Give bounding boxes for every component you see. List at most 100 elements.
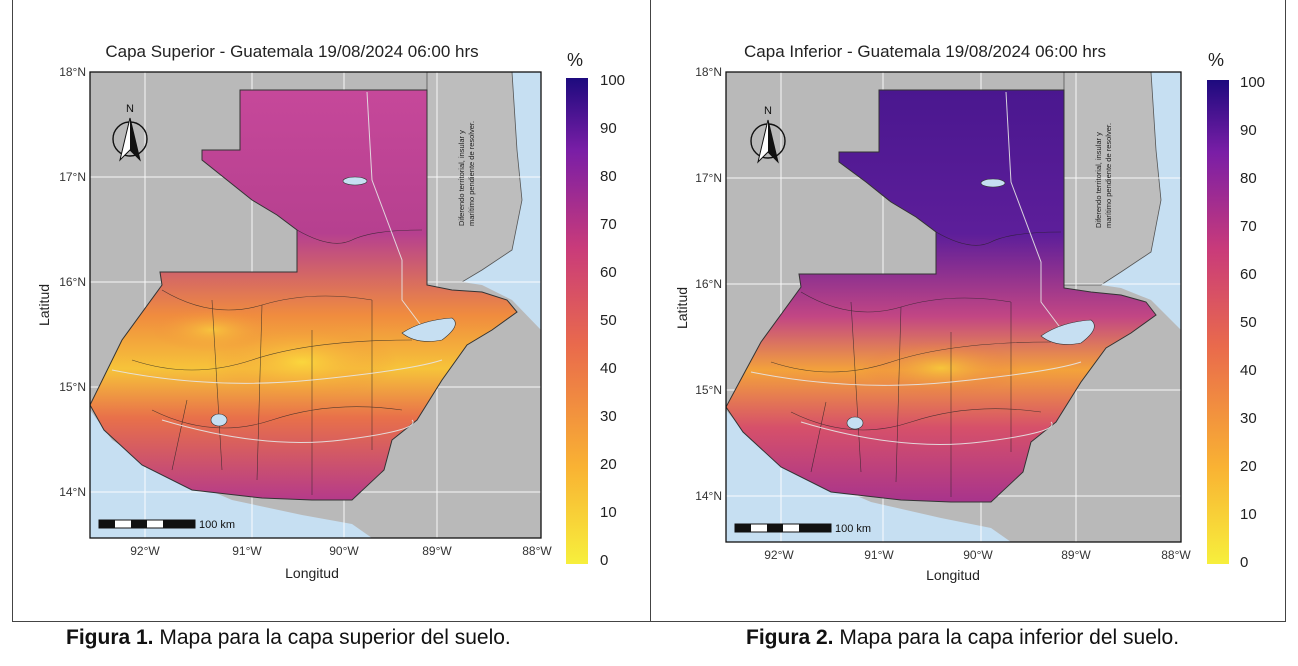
svg-text:70: 70	[1240, 218, 1257, 235]
scale-label: 100 km	[199, 519, 235, 531]
belize-note: Diferendo territorial, insular y marítim…	[457, 121, 476, 226]
svg-text:80: 80	[600, 168, 617, 185]
svg-text:40: 40	[600, 360, 617, 377]
pacific-ocean	[726, 410, 1011, 542]
north-label: N	[764, 105, 772, 117]
caption-label: Figura 2.	[746, 626, 834, 649]
legend-colorbar	[1207, 80, 1229, 564]
map-title-upper: Capa Superior - Guatemala 19/08/2024 06:…	[105, 42, 479, 61]
legend-colorbar	[566, 78, 588, 564]
caption-text: Mapa para la capa inferior del suelo.	[833, 626, 1180, 649]
map-title-lower: Capa Inferior - Guatemala 19/08/2024 06:…	[744, 42, 1106, 61]
legend-unit: %	[567, 50, 584, 70]
scale-bar: 100 km	[734, 523, 871, 535]
map-panel-lower: N Diferendo territorial, insular y marít…	[651, 0, 1289, 622]
svg-text:50: 50	[600, 312, 617, 329]
svg-text:89°W: 89°W	[1061, 548, 1091, 562]
svg-text:100: 100	[1240, 74, 1265, 91]
x-axis-title: Longitud	[926, 567, 980, 583]
lake-atitlan	[210, 413, 228, 427]
y-axis-title: Latitud	[674, 287, 690, 329]
lon-axis: 92°W 91°W 90°W 89°W 88°W	[764, 548, 1191, 562]
y-axis-title: Latitud	[36, 284, 52, 326]
north-arrow: N	[750, 105, 786, 164]
map-area-upper: N Diferendo territorial, insular y marít…	[90, 72, 541, 538]
lake-izabal	[401, 317, 456, 342]
map-lower: N Diferendo territorial, insular y marít…	[674, 65, 1265, 583]
legend-unit: %	[1208, 50, 1225, 70]
svg-text:20: 20	[1240, 458, 1257, 475]
svg-text:80: 80	[1240, 170, 1257, 187]
svg-text:88°W: 88°W	[1161, 548, 1191, 562]
north-label: N	[126, 103, 134, 115]
svg-text:10: 10	[600, 504, 617, 521]
svg-text:30: 30	[1240, 410, 1257, 427]
pacific-ocean	[90, 410, 372, 538]
color-legend: 100 90 80 70 60 50 40 30 20 10 0	[566, 72, 625, 569]
svg-text:40: 40	[1240, 362, 1257, 379]
svg-text:60: 60	[600, 264, 617, 281]
svg-text:14°N: 14°N	[59, 485, 86, 499]
map-area-lower: N Diferendo territorial, insular y marít…	[726, 72, 1181, 542]
color-legend: 100 90 80 70 60 50 40 30 20 10 0	[1207, 74, 1265, 571]
lake-izabal	[1040, 319, 1095, 345]
lake-atitlan	[846, 416, 864, 430]
svg-text:marítimo pendiente de resolver: marítimo pendiente de resolver.	[467, 121, 476, 226]
caption-label: Figura 1.	[66, 626, 154, 649]
scale-label: 100 km	[835, 523, 871, 535]
belize-note: Diferendo territorial, insular y marítim…	[1094, 123, 1113, 228]
x-axis-title: Longitud	[285, 565, 339, 581]
svg-text:70: 70	[600, 216, 617, 233]
svg-text:16°N: 16°N	[695, 277, 722, 291]
map-upper: N Diferendo territorial, insular y marít…	[36, 65, 625, 581]
svg-text:18°N: 18°N	[59, 65, 86, 79]
svg-text:90: 90	[1240, 122, 1257, 139]
map-border	[89, 71, 542, 539]
caption-figure-1: Figura 1. Mapa para la capa superior del…	[66, 626, 511, 650]
lat-axis: 18°N 17°N 16°N 15°N 14°N	[695, 65, 722, 503]
svg-text:88°W: 88°W	[522, 544, 552, 558]
svg-text:20: 20	[600, 456, 617, 473]
caribbean-sea	[462, 72, 541, 330]
svg-text:60: 60	[1240, 266, 1257, 283]
lake-peten-itza	[980, 178, 1006, 188]
svg-text:17°N: 17°N	[59, 170, 86, 184]
guatemala-soil-moisture	[90, 89, 518, 501]
svg-text:16°N: 16°N	[59, 275, 86, 289]
guatemala-soil-moisture	[726, 89, 1157, 503]
svg-text:91°W: 91°W	[864, 548, 894, 562]
svg-text:10: 10	[1240, 506, 1257, 523]
dry-zone	[861, 340, 1021, 396]
figure-frame	[12, 0, 1286, 622]
svg-text:91°W: 91°W	[232, 544, 262, 558]
svg-text:0: 0	[600, 552, 608, 569]
svg-text:30: 30	[600, 408, 617, 425]
svg-text:89°W: 89°W	[422, 544, 452, 558]
svg-text:Diferendo territorial, insular: Diferendo territorial, insular y	[1094, 132, 1103, 228]
svg-text:14°N: 14°N	[695, 489, 722, 503]
svg-text:15°N: 15°N	[695, 383, 722, 397]
map-border	[725, 71, 1182, 543]
svg-text:18°N: 18°N	[695, 65, 722, 79]
scale-bar: 100 km	[98, 519, 235, 531]
map-panel-upper: N Diferendo territorial, insular y marít…	[12, 0, 650, 622]
svg-text:90: 90	[600, 120, 617, 137]
svg-text:0: 0	[1240, 554, 1248, 571]
svg-text:100: 100	[600, 72, 625, 89]
svg-text:92°W: 92°W	[764, 548, 794, 562]
svg-text:90°W: 90°W	[963, 548, 993, 562]
svg-text:marítimo pendiente de resolver: marítimo pendiente de resolver.	[1104, 123, 1113, 228]
svg-text:92°W: 92°W	[130, 544, 160, 558]
svg-text:17°N: 17°N	[695, 171, 722, 185]
lon-axis: 92°W 91°W 90°W 89°W 88°W	[130, 544, 552, 558]
lake-peten-itza	[342, 176, 368, 186]
caribbean-sea	[1101, 72, 1181, 330]
north-arrow: N	[112, 103, 148, 162]
caption-figure-2: Figura 2. Mapa para la capa inferior del…	[746, 626, 1179, 650]
svg-text:Diferendo territorial, insular: Diferendo territorial, insular y	[457, 130, 466, 226]
panel-divider	[650, 0, 651, 622]
svg-text:50: 50	[1240, 314, 1257, 331]
svg-text:15°N: 15°N	[59, 380, 86, 394]
lat-axis: 18°N 17°N 16°N 15°N 14°N	[59, 65, 86, 499]
caption-text: Mapa para la capa superior del suelo.	[153, 626, 511, 649]
